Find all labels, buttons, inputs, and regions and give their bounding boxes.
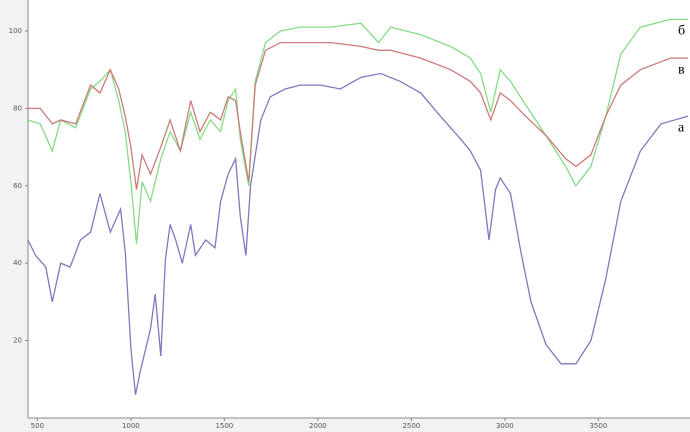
spectrum-line — [27, 72, 689, 395]
x-tick-label: 2500 — [402, 422, 420, 430]
series-label: б — [678, 24, 685, 39]
series-label: а — [678, 120, 685, 135]
x-tick-label: 3500 — [589, 422, 607, 430]
x-tick-label: 1000 — [122, 422, 140, 430]
x-tick-label: 2000 — [309, 422, 327, 430]
series-label: в — [678, 62, 685, 77]
y-tick-label: 80 — [13, 104, 22, 112]
y-tick-label: 20 — [13, 337, 22, 345]
plot-area — [28, 0, 690, 418]
y-tick-label: 60 — [13, 182, 22, 190]
y-tick-label: 100 — [9, 27, 22, 35]
x-tick-label: 1500 — [215, 422, 233, 430]
x-tick-label: 3000 — [496, 422, 514, 430]
spectrum-line — [28, 41, 689, 190]
x-tick-label: 500 — [31, 422, 44, 430]
y-tick-label: 40 — [13, 259, 22, 267]
